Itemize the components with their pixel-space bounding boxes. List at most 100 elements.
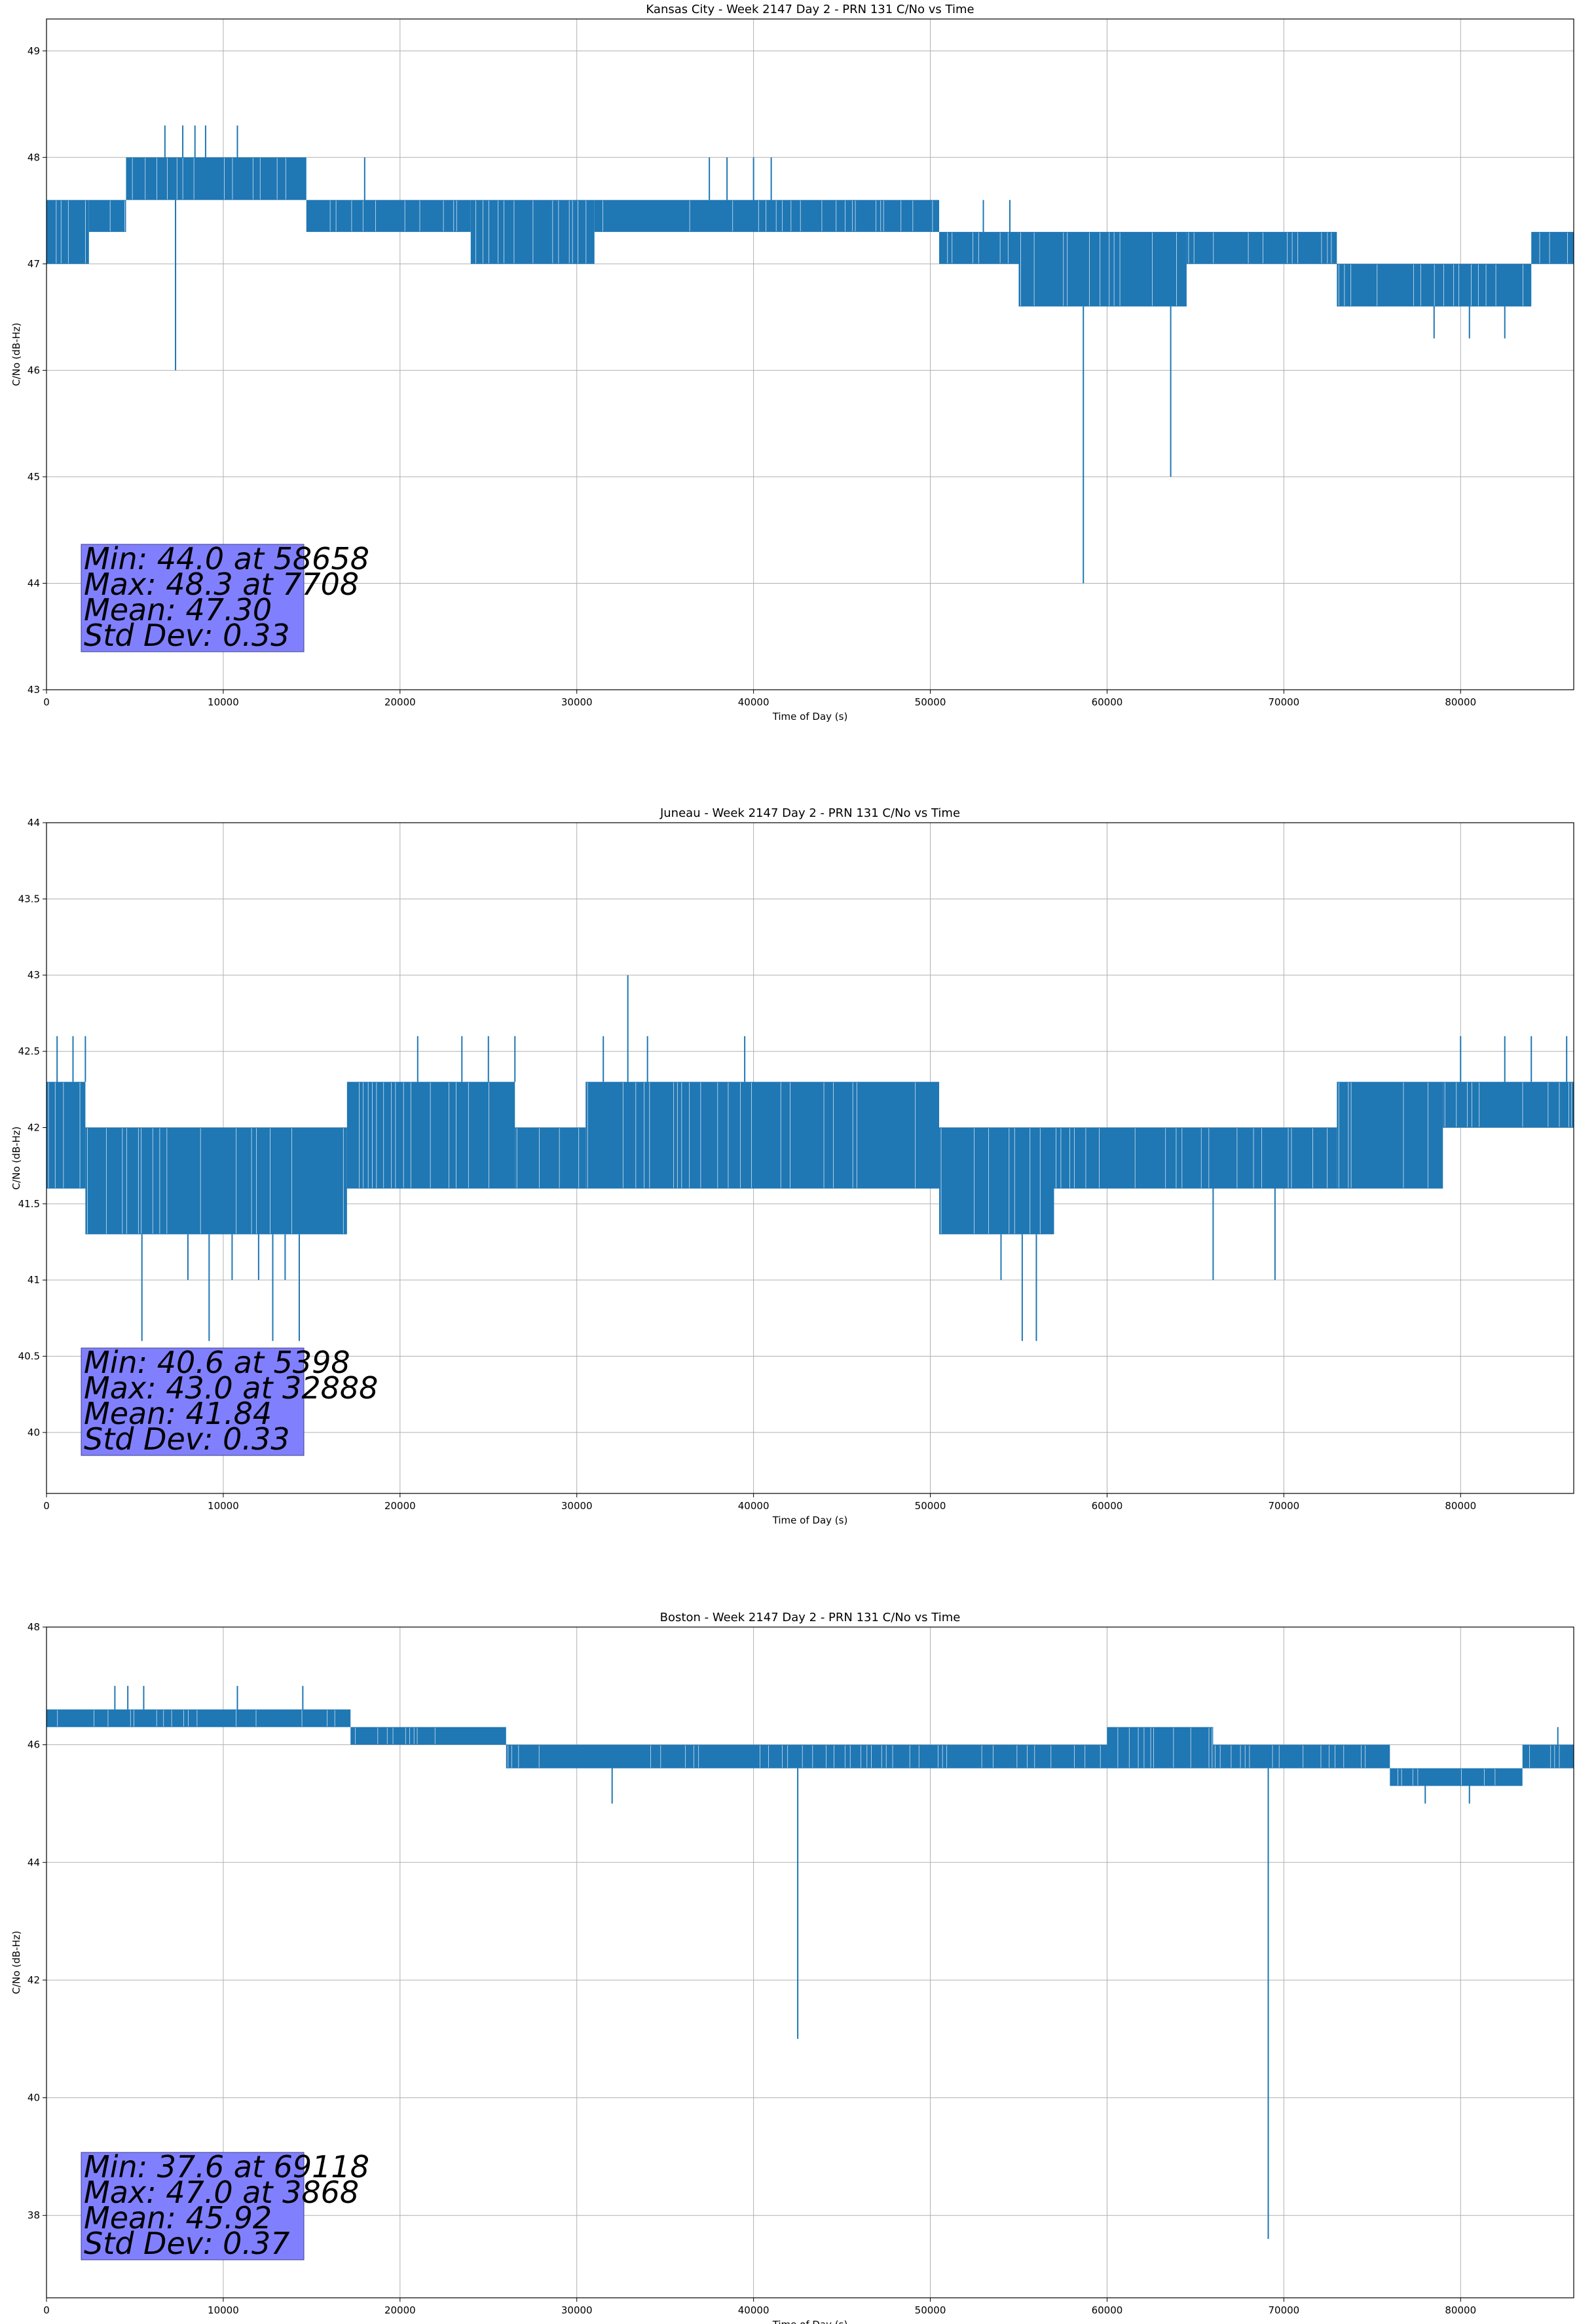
series-band — [85, 1127, 347, 1235]
x-tick-label: 0 — [43, 2304, 50, 2316]
series-band — [594, 200, 940, 233]
x-tick-label: 30000 — [561, 1500, 593, 1512]
axes-frame — [46, 1626, 1574, 2298]
x-tick-label: 70000 — [1268, 1500, 1299, 1512]
stats-line: Min: 40.6 at 5398 — [84, 1345, 350, 1380]
x-tick-label: 50000 — [915, 1500, 946, 1512]
stats-line: Min: 44.0 at 58658 — [84, 541, 369, 576]
x-axis-label: Time of Day (s) — [772, 1514, 848, 1526]
stats-line: Std Dev: 0.33 — [84, 618, 290, 653]
x-tick-label: 50000 — [915, 696, 946, 708]
y-tick-label: 48 — [28, 1621, 40, 1633]
stats-line: Mean: 41.84 — [84, 1396, 272, 1431]
x-axis-label: Time of Day (s) — [772, 711, 848, 722]
y-tick-label: 40.5 — [18, 1351, 40, 1362]
series-band — [350, 1727, 506, 1745]
stats-line: Std Dev: 0.33 — [84, 1421, 290, 1457]
y-tick-label: 38 — [28, 2209, 40, 2221]
series-band — [1054, 1127, 1337, 1189]
y-tick-label: 46 — [28, 364, 40, 376]
chart-panel: 0 10000 20000 30000 40000 50000 60000 70000 8000… — [10, 806, 1574, 1526]
x-tick-label: 60000 — [1092, 696, 1123, 708]
series-band — [1531, 232, 1574, 264]
x-tick-label: 40000 — [738, 696, 770, 708]
x-tick-label: 10000 — [208, 1500, 239, 1512]
stats-line: Std Dev: 0.37 — [84, 2226, 290, 2261]
stats-line: Max: 43.0 at 32888 — [84, 1370, 378, 1406]
y-tick-label: 43.5 — [18, 893, 40, 905]
series-band — [1337, 263, 1532, 307]
series-band — [1337, 1081, 1443, 1189]
axes-frame — [46, 822, 1574, 1494]
stats-line: Mean: 45.92 — [84, 2200, 272, 2236]
chart-title: Kansas City - Week 2147 Day 2 - PRN 131 … — [646, 3, 974, 16]
axes-frame — [46, 18, 1574, 690]
y-tick-label: 44 — [28, 1856, 40, 1868]
y-tick-label: 43 — [28, 684, 40, 696]
y-tick-label: 48 — [28, 151, 40, 163]
stats-line: Max: 48.3 at 7708 — [84, 567, 359, 602]
y-tick-label: 45 — [28, 471, 40, 483]
stats-line: Mean: 47.30 — [84, 592, 272, 628]
y-axis-label: C/No (dB-Hz) — [10, 1931, 22, 1995]
y-tick-label: 44 — [28, 577, 40, 589]
x-tick-label: 50000 — [915, 2304, 946, 2316]
stats-box — [81, 1347, 305, 1456]
x-tick-label: 20000 — [384, 2304, 416, 2316]
x-tick-label: 30000 — [561, 696, 593, 708]
x-tick-label: 60000 — [1092, 2304, 1123, 2316]
y-tick-label: 41.5 — [18, 1198, 40, 1210]
series-band — [1390, 1768, 1523, 1786]
chart-panel: 0 10000 20000 30000 40000 50000 60000 70000 8000… — [10, 1611, 1574, 2324]
series-band — [939, 232, 1019, 264]
y-tick-label: 47 — [28, 258, 40, 270]
y-tick-label: 40 — [28, 1427, 40, 1438]
x-tick-label: 30000 — [561, 2304, 593, 2316]
x-tick-label: 10000 — [208, 2304, 239, 2316]
y-tick-label: 40 — [28, 2092, 40, 2104]
x-tick-label: 20000 — [384, 696, 416, 708]
x-axis-label: Time of Day (s) — [772, 2319, 848, 2324]
x-tick-label: 60000 — [1092, 1500, 1123, 1512]
x-tick-label: 10000 — [208, 696, 239, 708]
stats-line: Min: 37.6 at 69118 — [84, 2149, 369, 2184]
x-tick-label: 80000 — [1445, 696, 1476, 708]
series-band — [1443, 1081, 1574, 1128]
series-band — [46, 1709, 351, 1727]
y-axis-label: C/No (dB-Hz) — [10, 323, 22, 386]
x-tick-label: 0 — [43, 1500, 50, 1512]
y-tick-label: 42.5 — [18, 1045, 40, 1057]
y-tick-label: 42 — [28, 1974, 40, 1986]
x-tick-label: 40000 — [738, 1500, 770, 1512]
stats-box — [81, 2152, 305, 2260]
series-band — [939, 1127, 1054, 1235]
series-band — [585, 1081, 940, 1189]
chart-title: Boston - Week 2147 Day 2 - PRN 131 C/No … — [660, 1611, 961, 1624]
stats-line: Max: 47.0 at 3868 — [84, 2175, 359, 2210]
series-band — [88, 200, 126, 233]
y-tick-label: 41 — [28, 1274, 40, 1286]
chart-panel: 0 10000 20000 30000 40000 50000 60000 70000 8000… — [10, 3, 1574, 722]
y-tick-label: 42 — [28, 1121, 40, 1133]
y-axis-label: C/No (dB-Hz) — [10, 1127, 22, 1190]
series-band — [1186, 232, 1337, 264]
series-band — [46, 1081, 86, 1189]
chart-title: Juneau - Week 2147 Day 2 - PRN 131 C/No … — [659, 806, 960, 820]
x-tick-label: 70000 — [1268, 696, 1299, 708]
series-band — [470, 200, 595, 264]
x-tick-label: 0 — [43, 696, 50, 708]
x-tick-label: 80000 — [1445, 1500, 1476, 1512]
x-tick-label: 70000 — [1268, 2304, 1299, 2316]
x-tick-label: 20000 — [384, 1500, 416, 1512]
series-band — [126, 157, 306, 200]
y-tick-label: 46 — [28, 1739, 40, 1751]
x-tick-label: 80000 — [1445, 2304, 1476, 2316]
stats-box — [81, 544, 305, 652]
series-band — [1018, 232, 1187, 307]
y-tick-label: 44 — [28, 817, 40, 829]
series-band — [1522, 1744, 1574, 1769]
series-band — [515, 1127, 586, 1189]
series-band — [346, 1081, 515, 1189]
series-band — [1213, 1744, 1390, 1769]
